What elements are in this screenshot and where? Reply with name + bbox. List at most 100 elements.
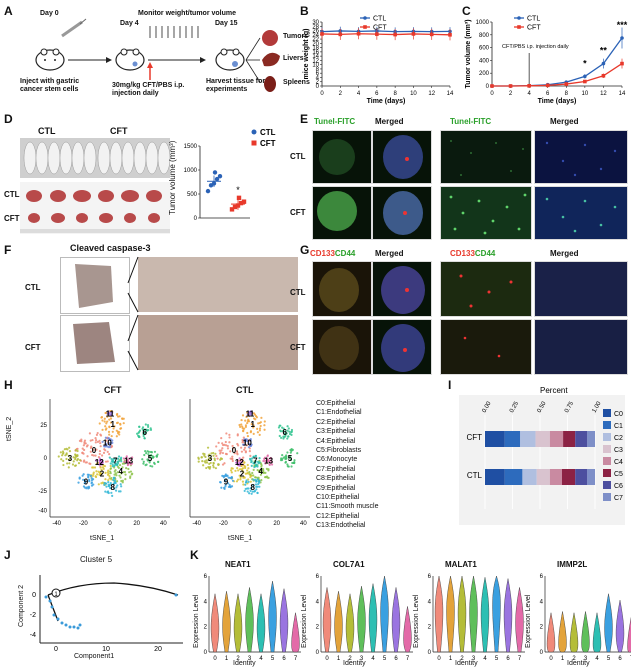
y-tick-label: 18	[312, 46, 319, 52]
tsne-point	[114, 463, 118, 466]
identity-tick-label: 2	[572, 656, 576, 662]
tsne-point	[108, 475, 111, 478]
legend-label: C7	[614, 495, 623, 502]
tsne-point	[243, 439, 247, 442]
cd-cft-zoom	[440, 319, 532, 375]
x-tick-label: 6	[375, 91, 379, 97]
violin-shape	[592, 612, 602, 653]
identity-tick-label: 7	[406, 656, 410, 662]
tsne-point	[279, 429, 282, 432]
tsne-point	[243, 448, 246, 451]
tsne-point	[105, 439, 108, 442]
tsne-point	[112, 458, 115, 461]
ihc-zoom-lines	[127, 256, 139, 371]
tsne-point	[108, 453, 111, 456]
tsne-point	[252, 455, 255, 459]
y-tick-label: 2	[540, 625, 544, 631]
point-ctl	[583, 74, 587, 79]
tsne-point	[110, 458, 113, 461]
tsne-point	[249, 439, 252, 442]
tsne-point	[147, 453, 150, 456]
y-tick-label: 20	[312, 41, 319, 47]
tsne-point	[212, 466, 215, 469]
tsne-point	[247, 478, 250, 481]
tsne-point	[216, 457, 219, 460]
point-cft	[545, 83, 550, 88]
tsne-point	[98, 439, 101, 442]
tsne-point	[150, 451, 154, 454]
tsne-point	[238, 468, 242, 471]
tsne-point	[206, 461, 209, 464]
tsne-point	[249, 444, 253, 447]
tsne-point	[98, 457, 102, 460]
cluster-number-label: 0	[232, 446, 237, 455]
tsne-point	[119, 490, 122, 493]
tsne-point	[91, 466, 94, 469]
tsne-point	[206, 446, 210, 449]
ihc-cft-zoom	[138, 315, 298, 370]
photo-ctl-label: CTL	[38, 126, 56, 136]
tsne-point	[263, 456, 267, 459]
cluster-number-label: 8	[110, 483, 115, 492]
tsne-point	[258, 421, 261, 425]
tsne-point	[94, 459, 98, 462]
tsne-point	[111, 441, 114, 444]
x-tick-label: -40	[192, 521, 201, 527]
identity-tick-label: 6	[394, 656, 398, 662]
spleens-label: Spleens	[283, 79, 310, 86]
tsne-point	[242, 456, 245, 459]
tsne-point	[117, 455, 121, 458]
tsne-point	[101, 461, 104, 464]
tsne-point	[281, 429, 284, 433]
tsne-point	[221, 442, 224, 445]
y-tick-label: 1000	[184, 168, 198, 174]
tsne-point	[212, 454, 215, 457]
tsne-point	[214, 452, 217, 455]
tsne-point	[231, 447, 235, 450]
tsne-point	[225, 444, 228, 447]
x-tick-label: 0	[108, 521, 112, 527]
tsne-point	[280, 436, 283, 439]
tsne-point	[241, 414, 245, 417]
tsne-point	[99, 466, 102, 469]
tsne-point	[207, 454, 210, 457]
legend-label: C5	[614, 471, 623, 478]
tsne-point	[267, 476, 270, 479]
tsne-point	[217, 463, 220, 466]
x-tick-label: -20	[79, 521, 88, 527]
tsne-point	[112, 427, 115, 430]
y-tick-label: 26	[312, 29, 319, 35]
tsne-point	[249, 480, 252, 483]
merged-cft-image	[372, 186, 432, 240]
tsne-point	[144, 423, 147, 426]
x-axis-label: Time (days)	[367, 98, 406, 105]
tsne-point	[254, 454, 258, 457]
point-cft	[490, 84, 494, 88]
cd44-zoom-label: CD44	[474, 249, 496, 258]
tsne-point	[246, 421, 249, 425]
tsne-point	[246, 463, 249, 467]
x-tick-label: 0.25	[509, 400, 520, 414]
tsne-point	[101, 481, 104, 484]
tsne-point	[263, 420, 266, 423]
point-cft	[601, 73, 606, 78]
stacked-bar-segment-c1	[504, 431, 521, 447]
tsne-point	[282, 435, 285, 438]
tsne-point	[236, 478, 240, 481]
x-tick-label: 2	[339, 91, 343, 97]
violin-shape	[279, 588, 289, 653]
y-tick-label: 25	[40, 423, 47, 429]
tsne-point	[68, 446, 71, 449]
tsne-point	[145, 428, 148, 431]
tsne-point	[223, 480, 226, 483]
tsne-point	[109, 481, 112, 485]
violin-shape	[515, 587, 524, 653]
identity-tick-label: 6	[506, 656, 510, 662]
tunel-ctl-zoom	[440, 130, 532, 184]
tsne-point	[99, 434, 103, 437]
tsne-point	[96, 473, 99, 476]
cluster-number-label: 5	[288, 454, 293, 463]
treat-label: 30mg/kg CFT/PBS i.p. injection daily	[112, 82, 185, 97]
violin-shape	[569, 612, 579, 653]
point-cft	[508, 84, 513, 88]
